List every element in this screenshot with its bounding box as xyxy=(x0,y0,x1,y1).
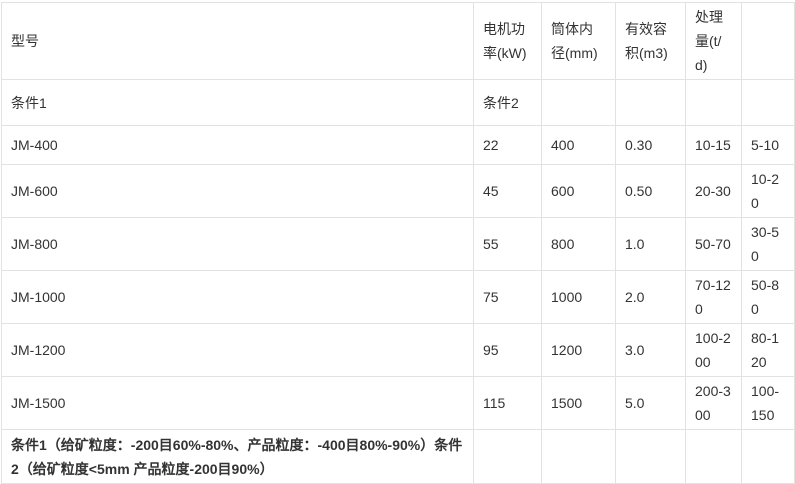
cell-power: 22 xyxy=(473,125,542,165)
header-cell-model: 型号 xyxy=(1,2,474,80)
cell-diameter: 1200 xyxy=(541,323,616,377)
header-cell-capacity: 处理量(t/d) xyxy=(685,2,742,80)
cell-volume: 0.30 xyxy=(615,125,686,165)
header-cell-cylinder-diameter: 筒体内径(mm) xyxy=(541,2,616,80)
table-row: JM-1000 75 1000 2.0 70-120 50-80 xyxy=(1,270,795,324)
cell-model: JM-1200 xyxy=(1,323,474,377)
empty-cell xyxy=(541,79,616,126)
header-cell-motor-power: 电机功率(kW) xyxy=(473,2,542,80)
cell-capacity-cond1: 50-70 xyxy=(685,217,742,271)
condition-row: 条件1 条件2 xyxy=(1,79,795,126)
footnote-row: 条件1（给矿粒度：-200目60%-80%、产品粒度：-400目80%-90%）… xyxy=(1,429,795,484)
condition2-cell: 条件2 xyxy=(473,79,542,126)
empty-cell xyxy=(685,79,742,126)
empty-cell xyxy=(685,429,742,484)
table-row: JM-400 22 400 0.30 10-15 5-10 xyxy=(1,125,795,165)
cell-diameter: 600 xyxy=(541,164,616,218)
cell-capacity-cond1: 100-200 xyxy=(685,323,742,377)
cell-capacity-cond2: 30-50 xyxy=(741,217,795,271)
cell-volume: 1.0 xyxy=(615,217,686,271)
table-row: JM-1500 115 1500 5.0 200-300 100-150 xyxy=(1,376,795,430)
cell-capacity-cond2: 10-20 xyxy=(741,164,795,218)
empty-cell xyxy=(615,429,686,484)
cell-model: JM-800 xyxy=(1,217,474,271)
cell-model: JM-1500 xyxy=(1,376,474,430)
cell-power: 45 xyxy=(473,164,542,218)
table-row: JM-800 55 800 1.0 50-70 30-50 xyxy=(1,217,795,271)
cell-volume: 5.0 xyxy=(615,376,686,430)
table-row: JM-600 45 600 0.50 20-30 10-20 xyxy=(1,164,795,218)
cell-capacity-cond1: 20-30 xyxy=(685,164,742,218)
cell-diameter: 1000 xyxy=(541,270,616,324)
footnote-text: 条件1（给矿粒度：-200目60%-80%、产品粒度：-400目80%-90%）… xyxy=(1,429,474,484)
cell-power: 115 xyxy=(473,376,542,430)
cell-model: JM-600 xyxy=(1,164,474,218)
cell-power: 95 xyxy=(473,323,542,377)
cell-volume: 0.50 xyxy=(615,164,686,218)
cell-volume: 3.0 xyxy=(615,323,686,377)
cell-model: JM-1000 xyxy=(1,270,474,324)
header-row: 型号 电机功率(kW) 筒体内径(mm) 有效容积(m3) 处理量(t/d) xyxy=(1,2,795,80)
empty-cell xyxy=(741,79,795,126)
cell-capacity-cond1: 10-15 xyxy=(685,125,742,165)
empty-cell xyxy=(473,429,542,484)
empty-cell xyxy=(541,429,616,484)
cell-capacity-cond2: 5-10 xyxy=(741,125,795,165)
cell-capacity-cond2: 50-80 xyxy=(741,270,795,324)
condition1-cell: 条件1 xyxy=(1,79,474,126)
cell-power: 75 xyxy=(473,270,542,324)
cell-capacity-cond1: 200-300 xyxy=(685,376,742,430)
header-cell-extra xyxy=(741,2,795,80)
cell-capacity-cond1: 70-120 xyxy=(685,270,742,324)
table-row: JM-1200 95 1200 3.0 100-200 80-120 xyxy=(1,323,795,377)
cell-model: JM-400 xyxy=(1,125,474,165)
cell-capacity-cond2: 80-120 xyxy=(741,323,795,377)
header-cell-effective-volume: 有效容积(m3) xyxy=(615,2,686,80)
cell-diameter: 400 xyxy=(541,125,616,165)
empty-cell xyxy=(741,429,795,484)
cell-volume: 2.0 xyxy=(615,270,686,324)
cell-power: 55 xyxy=(473,217,542,271)
cell-diameter: 1500 xyxy=(541,376,616,430)
cell-capacity-cond2: 100-150 xyxy=(741,376,795,430)
empty-cell xyxy=(615,79,686,126)
cell-diameter: 800 xyxy=(541,217,616,271)
